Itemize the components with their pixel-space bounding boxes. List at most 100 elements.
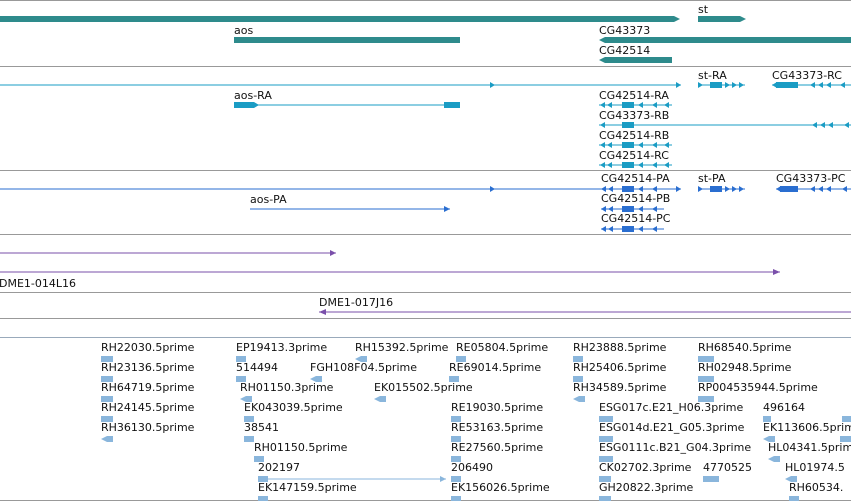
est-label: RH60534. xyxy=(789,481,843,494)
est-feature[interactable]: EP19413.3prime xyxy=(236,341,327,362)
est-feature[interactable]: FGH108F04.5prime xyxy=(310,361,417,382)
transcript-cg43373-rc[interactable]: CG43373-RC xyxy=(772,69,851,88)
est-feature[interactable]: RP004535944.5prime xyxy=(698,381,818,402)
transcript-label-cg43373-rb: CG43373-RB xyxy=(599,109,669,122)
est-feature[interactable]: EK043039.5prime xyxy=(244,401,343,422)
est-feature[interactable]: RE27560.5prime xyxy=(451,441,543,462)
est-label: RE19030.5prime xyxy=(451,401,543,414)
est-label: ESG017c.E21_H06.3prime xyxy=(599,401,743,414)
cds-cg42514-pa[interactable]: CG42514-PA xyxy=(601,172,670,192)
est-label: 206490 xyxy=(451,461,493,474)
est-feature[interactable]: ESG0111c.B21_G04.3prime xyxy=(599,441,751,462)
gene-feature-st[interactable]: st xyxy=(698,3,746,22)
est-feature[interactable]: RH22030.5prime xyxy=(101,341,195,362)
gene-feature-cg43373[interactable]: CG43373 xyxy=(599,24,851,43)
transcript-aos-ra[interactable]: aos-RA xyxy=(234,89,460,108)
est-feature[interactable]: CK02702.3prime xyxy=(599,461,692,482)
est-label: RE53163.5prime xyxy=(451,421,543,434)
gene-track: st aos CG43373 CG42514 xyxy=(0,3,851,63)
est-feature[interactable]: HL01974.5 xyxy=(785,461,845,482)
est-feature[interactable]: RH01150.3prime xyxy=(240,381,334,402)
est-feature[interactable]: RH24145.5prime xyxy=(101,401,195,422)
est-feature[interactable]: 38541 xyxy=(244,421,279,442)
cds-cg43373-pc[interactable]: CG43373-PC xyxy=(776,172,851,192)
est-label: EK147159.5prime xyxy=(258,481,357,494)
cds-st-pa[interactable]: st-PA xyxy=(698,172,745,192)
gene-label-aos: aos xyxy=(234,24,253,37)
est-feature[interactable]: ESG014d.E21_G05.3prime xyxy=(599,421,745,442)
est-label: RP004535944.5prime xyxy=(698,381,818,394)
est-feature[interactable]: RE19030.5prime xyxy=(451,401,543,422)
cds-cg42514-pc[interactable]: CG42514-PC xyxy=(601,212,671,232)
est-label: RH36130.5prime xyxy=(101,421,195,434)
clone-feature-dme1-017j16[interactable]: DME1-017J16 xyxy=(319,296,851,315)
est-label: RH01150.3prime xyxy=(240,381,334,394)
cds-label-cg42514-pc: CG42514-PC xyxy=(601,212,671,225)
est-feature[interactable]: EK156026.5prime xyxy=(451,481,550,501)
clone-feature-long[interactable] xyxy=(0,269,780,275)
est-label: EK043039.5prime xyxy=(244,401,343,414)
est-label: RH25406.5prime xyxy=(573,361,667,374)
est-feature[interactable]: RE05804.5prime xyxy=(456,341,548,362)
est-feature[interactable]: 4770525 xyxy=(703,461,752,482)
est-feature[interactable]: RE53163.5prime xyxy=(451,421,543,442)
est-feature[interactable]: RH23888.5prime xyxy=(573,341,667,362)
transcript-left[interactable] xyxy=(0,82,681,88)
est-feature[interactable]: RH01150.5prime xyxy=(254,441,348,462)
est-feature[interactable]: EK147159.5prime xyxy=(258,481,357,501)
est-feature[interactable]: RH68540.5prime xyxy=(698,341,792,362)
transcript-cg42514-rc[interactable]: CG42514-RC xyxy=(599,149,672,168)
transcript-cg42514-ra[interactable]: CG42514-RA xyxy=(599,89,672,108)
cds-label-cg42514-pb: CG42514-PB xyxy=(601,192,670,205)
cds-track: CG42514-PA st-PA CG43373-PC aos-PA xyxy=(0,172,851,232)
est-feature[interactable]: HL04341.5prime xyxy=(768,441,851,462)
est-feature[interactable]: ESG017c.E21_H06.3prime xyxy=(599,401,743,422)
est-feature[interactable]: RH15392.5prime xyxy=(355,341,449,362)
cds-label-aos-pa: aos-PA xyxy=(250,193,287,206)
est-feature[interactable]: RH60534. xyxy=(789,481,843,501)
transcript-label-aos-ra: aos-RA xyxy=(234,89,272,102)
cds-cg42514-pb[interactable]: CG42514-PB xyxy=(601,192,670,212)
est-feature[interactable]: RH23136.5prime xyxy=(101,361,195,382)
transcript-cg42514-rb[interactable]: CG42514-RB xyxy=(599,129,672,148)
clone-feature-top[interactable] xyxy=(0,250,336,256)
transcript-label-cg42514-rb: CG42514-RB xyxy=(599,129,669,142)
cds-left[interactable] xyxy=(0,186,681,192)
est-feature[interactable]: RH25406.5prime xyxy=(573,361,667,382)
est-feature[interactable]: 206490 xyxy=(451,461,493,482)
transcript-st-ra[interactable]: st-RA xyxy=(698,69,745,88)
est-feature[interactable] xyxy=(840,436,851,442)
est-label: RH22030.5prime xyxy=(101,341,195,354)
est-feature[interactable]: 202197 xyxy=(258,461,446,482)
est-feature[interactable]: EK015502.5prime xyxy=(374,381,473,402)
est-feature[interactable]: RH34589.5prime xyxy=(573,381,667,402)
transcript-label-cg43373-rc: CG43373-RC xyxy=(772,69,842,82)
gene-feature-aos[interactable]: aos xyxy=(234,24,460,43)
transcript-cg43373-rb[interactable]: CG43373-RB xyxy=(599,109,851,128)
est-label: RH23888.5prime xyxy=(573,341,667,354)
est-feature[interactable]: 496164 xyxy=(763,401,805,422)
gene-feature-left[interactable] xyxy=(0,16,680,22)
est-feature[interactable]: RE69014.5prime xyxy=(449,361,541,382)
transcript-label-st-ra: st-RA xyxy=(698,69,727,82)
est-label: RH24145.5prime xyxy=(101,401,195,414)
est-label: HL04341.5prime xyxy=(768,441,851,454)
clone-track: DME1-014L16 DME1-017J16 xyxy=(0,250,851,315)
est-feature[interactable] xyxy=(842,416,851,422)
est-feature[interactable]: RH36130.5prime xyxy=(101,421,195,442)
cds-aos-pa[interactable]: aos-PA xyxy=(250,193,450,212)
transcript-label-cg42514-ra: CG42514-RA xyxy=(599,89,669,102)
est-feature[interactable]: EK113606.5prime xyxy=(763,421,851,442)
est-feature[interactable]: RH02948.5prime xyxy=(698,361,792,382)
est-label: CK02702.3prime xyxy=(599,461,692,474)
est-feature[interactable]: RH64719.5prime xyxy=(101,381,195,402)
gene-feature-cg42514[interactable]: CG42514 xyxy=(599,44,672,63)
est-feature[interactable]: GH20822.3prime xyxy=(599,481,694,501)
est-feature[interactable]: 514494 xyxy=(236,361,278,382)
clone-label-dme1-017j16: DME1-017J16 xyxy=(319,296,393,309)
transcript-track: st-RA CG43373-RC aos-RA CG xyxy=(0,69,851,168)
est-label: RH02948.5prime xyxy=(698,361,792,374)
est-label: EK113606.5prime xyxy=(763,421,851,434)
est-label: 38541 xyxy=(244,421,279,434)
